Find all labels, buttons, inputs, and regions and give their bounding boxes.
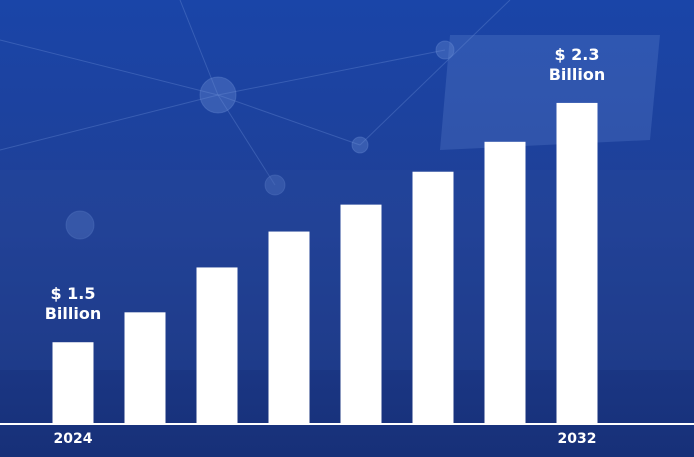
bar xyxy=(556,102,598,424)
bar xyxy=(124,312,166,423)
x-tick-label: 2024 xyxy=(54,431,93,447)
bar xyxy=(412,171,454,423)
bar xyxy=(196,267,238,423)
value-label: $ 1.5 Billion xyxy=(45,284,102,323)
bar xyxy=(52,342,94,423)
x-tick-label: 2032 xyxy=(558,431,597,447)
bar xyxy=(484,141,526,424)
value-label: $ 2.3 Billion xyxy=(549,45,606,84)
bar xyxy=(268,231,310,423)
bar xyxy=(340,204,382,423)
